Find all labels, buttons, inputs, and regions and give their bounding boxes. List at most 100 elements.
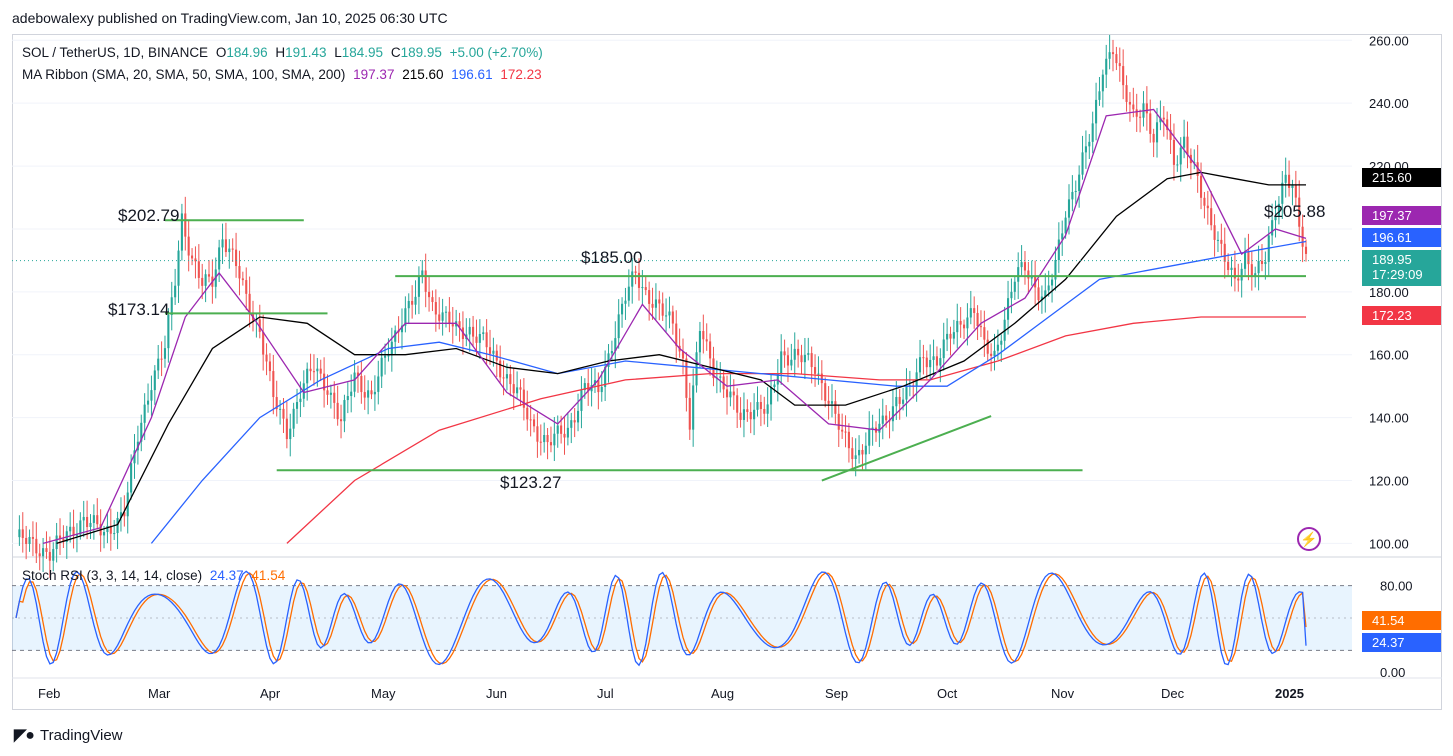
candle-body xyxy=(922,357,925,359)
candle-body xyxy=(1281,182,1284,204)
candle-body xyxy=(1206,205,1209,209)
lightning-icon[interactable]: ⚡ xyxy=(1297,527,1321,551)
candle-body xyxy=(773,384,776,388)
candle-body xyxy=(878,423,881,433)
candle-body xyxy=(898,396,901,404)
candle-body xyxy=(966,317,969,329)
candle-body xyxy=(1257,260,1260,274)
time-tick-apr: Apr xyxy=(260,686,281,701)
candle-body xyxy=(736,395,739,413)
candle-body xyxy=(587,383,590,392)
ma-title: MA Ribbon (SMA, 20, SMA, 50, SMA, 100, S… xyxy=(22,67,346,82)
candle-body xyxy=(783,351,786,356)
candle-body xyxy=(451,324,454,327)
candle-body xyxy=(692,385,695,430)
candle-body xyxy=(851,448,854,460)
candle-body xyxy=(1000,340,1003,345)
candle-body xyxy=(675,323,678,346)
candle-body xyxy=(495,350,498,361)
candle-body xyxy=(333,392,336,403)
candle-body xyxy=(1176,164,1179,166)
candle-body xyxy=(1210,208,1213,226)
candle-body xyxy=(1284,174,1287,183)
candle-body xyxy=(512,384,515,394)
candle-body xyxy=(810,353,813,368)
candle-body xyxy=(969,308,972,318)
time-tick-may: May xyxy=(371,686,396,701)
candle-body xyxy=(1145,103,1148,114)
candle-body xyxy=(570,420,573,428)
candle-body xyxy=(918,357,922,373)
candle-body xyxy=(339,419,343,422)
candle-body xyxy=(1067,199,1071,218)
candle-body xyxy=(1152,133,1155,143)
candle-body xyxy=(996,344,999,351)
candle-body xyxy=(1064,217,1067,234)
chart-canvas[interactable]: 100.00120.00140.00160.00180.00220.00240.… xyxy=(12,34,1442,710)
candle-body xyxy=(631,271,634,287)
time-tick-nov: Nov xyxy=(1051,686,1075,701)
candle-body xyxy=(509,374,512,385)
candle-body xyxy=(830,401,834,404)
candle-body xyxy=(1081,152,1084,175)
candle-body xyxy=(780,351,783,374)
candle-body xyxy=(502,377,505,379)
ma50-price-tag: 215.60 xyxy=(1362,168,1441,187)
ma200-price-tag: 172.23 xyxy=(1362,306,1441,325)
candle-body xyxy=(1125,85,1128,102)
candle-body xyxy=(289,428,292,440)
candle-body xyxy=(854,455,857,460)
candle-body xyxy=(35,538,38,554)
candle-body xyxy=(157,358,160,371)
candle-body xyxy=(976,312,979,327)
candle-body xyxy=(72,526,75,536)
price-tick-140: 140.00 xyxy=(1369,411,1409,426)
candle-body xyxy=(55,535,58,550)
candle-body xyxy=(837,413,840,430)
candle-body xyxy=(1074,190,1077,192)
candle-body xyxy=(902,399,905,404)
candle-body xyxy=(343,400,346,422)
candle-body xyxy=(1044,290,1047,297)
ma20-value: 197.37 xyxy=(353,67,395,82)
candle-body xyxy=(411,300,414,305)
candle-body xyxy=(827,400,830,404)
symbol-title: SOL / TetherUS, 1D, BINANCE xyxy=(22,45,209,60)
candle-body xyxy=(668,311,671,316)
candle-body xyxy=(245,280,248,294)
candle-body xyxy=(732,391,735,396)
candle-body xyxy=(1237,278,1240,281)
candle-body xyxy=(299,398,302,403)
candle-body xyxy=(817,373,820,375)
price-tick-240: 240.00 xyxy=(1369,96,1409,111)
candle-body xyxy=(1139,116,1142,118)
candle-body xyxy=(1220,239,1223,244)
candle-body xyxy=(563,433,566,438)
candle-body xyxy=(367,390,370,398)
candle-body xyxy=(698,331,701,353)
candle-body xyxy=(786,355,790,366)
price-tick-160: 160.00 xyxy=(1369,348,1409,363)
candle-body xyxy=(167,315,170,349)
ma50-line xyxy=(56,171,1306,545)
time-tick-jul: Jul xyxy=(597,686,614,701)
candle-body xyxy=(499,360,502,378)
candle-body xyxy=(1213,225,1216,240)
candle-body xyxy=(973,308,976,313)
candle-body xyxy=(505,374,508,379)
footer-brand: TradingView xyxy=(39,726,123,744)
candle-body xyxy=(803,354,806,363)
ma20-line xyxy=(42,108,1307,545)
candle-body xyxy=(92,515,95,523)
candle-body xyxy=(705,339,708,342)
candle-body xyxy=(871,427,874,429)
time-tick-dec: Dec xyxy=(1161,686,1185,701)
candle-body xyxy=(197,261,200,278)
candle-body xyxy=(458,321,461,328)
candle-body xyxy=(617,314,620,339)
candle-body xyxy=(1101,74,1104,92)
candle-body xyxy=(45,548,48,552)
candle-body xyxy=(539,441,542,443)
time-tick-oct: Oct xyxy=(937,686,958,701)
time-tick-feb: Feb xyxy=(38,686,60,701)
